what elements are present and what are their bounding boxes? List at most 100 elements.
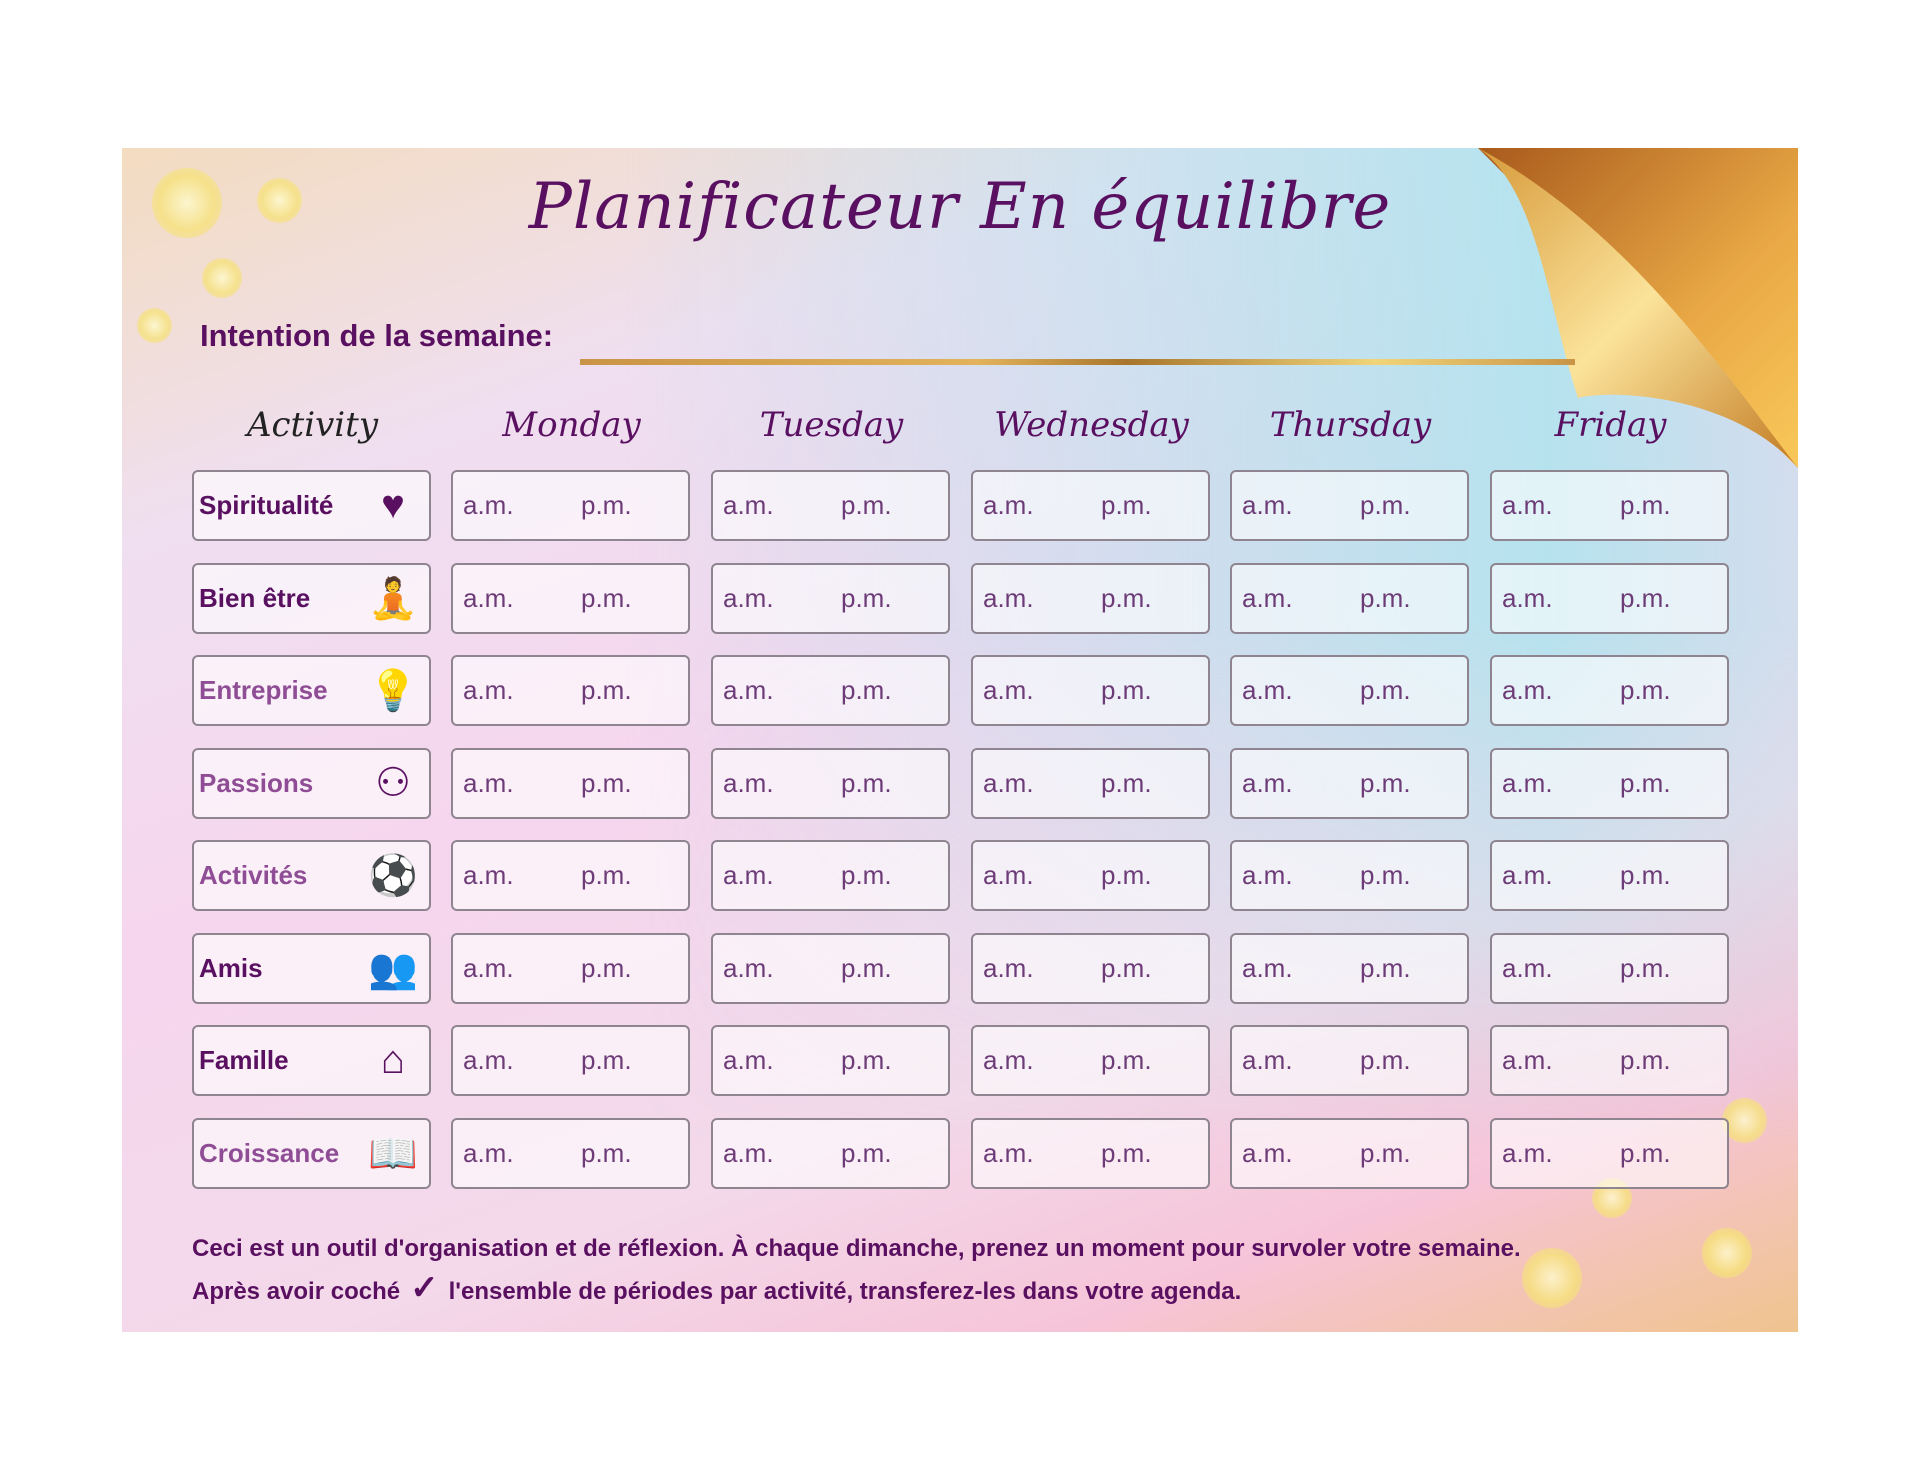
am-checkbox[interactable]: a.m. bbox=[1242, 1045, 1293, 1075]
pm-checkbox[interactable]: p.m. bbox=[1101, 952, 1152, 983]
slot-tuesday: a.m. p.m. bbox=[711, 470, 950, 541]
am-checkbox[interactable]: a.m. bbox=[723, 582, 774, 613]
pm-checkbox[interactable]: p.m. bbox=[841, 490, 892, 520]
am-checkbox[interactable]: a.m. bbox=[723, 675, 774, 705]
am-checkbox[interactable]: a.m. bbox=[1242, 490, 1293, 520]
am-checkbox[interactable]: a.m. bbox=[983, 767, 1034, 798]
pm-checkbox[interactable]: p.m. bbox=[1360, 860, 1411, 890]
pm-checkbox[interactable]: p.m. bbox=[1101, 1137, 1152, 1168]
am-checkbox[interactable]: a.m. bbox=[1502, 767, 1553, 798]
am-checkbox[interactable]: a.m. bbox=[463, 490, 514, 520]
pm-checkbox[interactable]: p.m. bbox=[841, 952, 892, 983]
pm-checkbox[interactable]: p.m. bbox=[1360, 1137, 1411, 1168]
am-checkbox[interactable]: a.m. bbox=[983, 860, 1034, 890]
am-checkbox[interactable]: a.m. bbox=[723, 952, 774, 983]
slot-thursday: a.m. p.m. bbox=[1230, 747, 1469, 819]
slot-thursday: a.m. p.m. bbox=[1230, 655, 1469, 726]
pm-checkbox[interactable]: p.m. bbox=[1620, 490, 1671, 520]
am-checkbox[interactable]: a.m. bbox=[1242, 675, 1293, 705]
activity-label: Entreprise bbox=[199, 675, 328, 705]
pm-checkbox[interactable]: p.m. bbox=[841, 582, 892, 613]
am-checkbox[interactable]: a.m. bbox=[1242, 952, 1293, 983]
pm-checkbox[interactable]: p.m. bbox=[581, 1045, 632, 1075]
pm-checkbox[interactable]: p.m. bbox=[1620, 1137, 1671, 1168]
am-checkbox[interactable]: a.m. bbox=[723, 1045, 774, 1075]
pm-checkbox[interactable]: p.m. bbox=[1620, 1045, 1671, 1075]
am-checkbox[interactable]: a.m. bbox=[1502, 952, 1553, 983]
day-header-monday: Monday bbox=[502, 405, 641, 445]
pm-checkbox[interactable]: p.m. bbox=[841, 767, 892, 798]
am-checkbox[interactable]: a.m. bbox=[463, 675, 514, 705]
am-checkbox[interactable]: a.m. bbox=[463, 767, 514, 798]
pm-checkbox[interactable]: p.m. bbox=[1101, 490, 1152, 520]
am-checkbox[interactable]: a.m. bbox=[1242, 767, 1293, 798]
am-checkbox[interactable]: a.m. bbox=[983, 490, 1034, 520]
pm-checkbox[interactable]: p.m. bbox=[1360, 952, 1411, 983]
am-checkbox[interactable]: a.m. bbox=[1502, 490, 1553, 520]
activity-label: Spiritualité bbox=[199, 490, 334, 520]
intention-input-line[interactable] bbox=[580, 359, 1575, 365]
heart-hands-icon: ♥ bbox=[381, 483, 405, 527]
pm-checkbox[interactable]: p.m. bbox=[1620, 860, 1671, 890]
am-checkbox[interactable]: a.m. bbox=[1502, 860, 1553, 890]
pm-checkbox[interactable]: p.m. bbox=[1360, 767, 1411, 798]
am-checkbox[interactable]: a.m. bbox=[463, 1137, 514, 1168]
footer-text-after: l'ensemble de périodes par activité, tra… bbox=[448, 1278, 1242, 1305]
am-checkbox[interactable]: a.m. bbox=[1502, 675, 1553, 705]
pm-checkbox[interactable]: p.m. bbox=[581, 952, 632, 983]
am-checkbox[interactable]: a.m. bbox=[983, 952, 1034, 983]
slot-monday: a.m. p.m. bbox=[451, 932, 690, 1004]
pm-checkbox[interactable]: p.m. bbox=[581, 675, 632, 705]
am-checkbox[interactable]: a.m. bbox=[463, 860, 514, 890]
pm-checkbox[interactable]: p.m. bbox=[581, 582, 632, 613]
bokeh-decoration bbox=[257, 178, 302, 223]
pm-checkbox[interactable]: p.m. bbox=[1101, 582, 1152, 613]
am-checkbox[interactable]: a.m. bbox=[1502, 1137, 1553, 1168]
activities-circle-icon: ⚽ bbox=[368, 854, 418, 898]
pm-checkbox[interactable]: p.m. bbox=[1360, 582, 1411, 613]
pm-checkbox[interactable]: p.m. bbox=[1101, 675, 1152, 705]
pm-checkbox[interactable]: p.m. bbox=[841, 675, 892, 705]
pm-checkbox[interactable]: p.m. bbox=[841, 1045, 892, 1075]
pm-checkbox[interactable]: p.m. bbox=[1620, 582, 1671, 613]
pm-checkbox[interactable]: p.m. bbox=[1620, 675, 1671, 705]
pm-checkbox[interactable]: p.m. bbox=[1101, 767, 1152, 798]
am-checkbox[interactable]: a.m. bbox=[983, 675, 1034, 705]
am-checkbox[interactable]: a.m. bbox=[463, 582, 514, 613]
slot-wednesday: a.m. p.m. bbox=[971, 1117, 1210, 1189]
slot-friday: a.m. p.m. bbox=[1490, 840, 1729, 911]
pm-checkbox[interactable]: p.m. bbox=[581, 1137, 632, 1168]
am-checkbox[interactable]: a.m. bbox=[983, 1137, 1034, 1168]
activity-header: Activity bbox=[246, 405, 379, 445]
slot-friday: a.m. p.m. bbox=[1490, 470, 1729, 541]
am-checkbox[interactable]: a.m. bbox=[1242, 860, 1293, 890]
pm-checkbox[interactable]: p.m. bbox=[1620, 767, 1671, 798]
bokeh-decoration bbox=[152, 168, 222, 238]
am-checkbox[interactable]: a.m. bbox=[723, 767, 774, 798]
pm-checkbox[interactable]: p.m. bbox=[1101, 1045, 1152, 1075]
am-checkbox[interactable]: a.m. bbox=[463, 1045, 514, 1075]
am-checkbox[interactable]: a.m. bbox=[1242, 1137, 1293, 1168]
am-checkbox[interactable]: a.m. bbox=[983, 1045, 1034, 1075]
am-checkbox[interactable]: a.m. bbox=[463, 952, 514, 983]
am-checkbox[interactable]: a.m. bbox=[983, 582, 1034, 613]
am-checkbox[interactable]: a.m. bbox=[723, 860, 774, 890]
am-checkbox[interactable]: a.m. bbox=[1502, 582, 1553, 613]
slot-tuesday: a.m. p.m. bbox=[711, 932, 950, 1004]
am-checkbox[interactable]: a.m. bbox=[723, 490, 774, 520]
slot-monday: a.m. p.m. bbox=[451, 562, 690, 634]
am-checkbox[interactable]: a.m. bbox=[1242, 582, 1293, 613]
pm-checkbox[interactable]: p.m. bbox=[1360, 1045, 1411, 1075]
pm-checkbox[interactable]: p.m. bbox=[581, 490, 632, 520]
pm-checkbox[interactable]: p.m. bbox=[1101, 860, 1152, 890]
pm-checkbox[interactable]: p.m. bbox=[841, 1137, 892, 1168]
am-checkbox[interactable]: a.m. bbox=[1502, 1045, 1553, 1075]
pm-checkbox[interactable]: p.m. bbox=[1360, 675, 1411, 705]
pm-checkbox[interactable]: p.m. bbox=[841, 860, 892, 890]
pm-checkbox[interactable]: p.m. bbox=[1620, 952, 1671, 983]
day-header-wednesday: Wednesday bbox=[994, 405, 1189, 445]
pm-checkbox[interactable]: p.m. bbox=[581, 860, 632, 890]
pm-checkbox[interactable]: p.m. bbox=[1360, 490, 1411, 520]
pm-checkbox[interactable]: p.m. bbox=[581, 767, 632, 798]
am-checkbox[interactable]: a.m. bbox=[723, 1137, 774, 1168]
